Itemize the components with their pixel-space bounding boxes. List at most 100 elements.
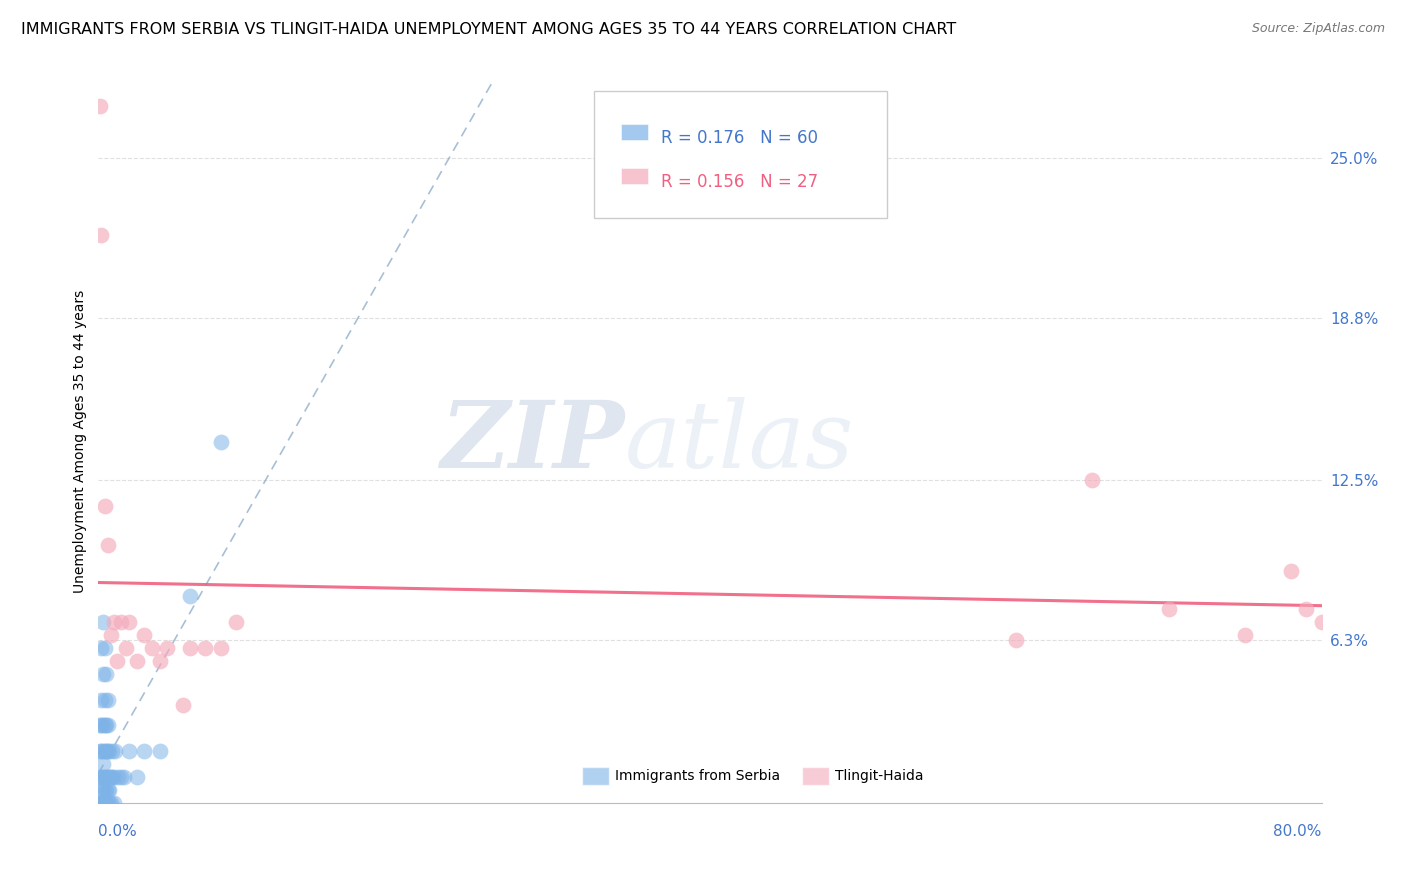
Point — [97, 783, 120, 797]
Point — [112, 770, 135, 784]
Point — [1004, 633, 1026, 648]
Point — [1310, 615, 1333, 630]
Point — [91, 615, 114, 630]
Point — [91, 744, 114, 758]
Point — [93, 783, 115, 797]
Point — [90, 796, 112, 810]
Point — [97, 692, 120, 706]
Point — [118, 615, 141, 630]
Point — [94, 744, 117, 758]
Point — [89, 718, 111, 732]
Point — [98, 796, 121, 810]
FancyBboxPatch shape — [593, 91, 887, 218]
Point — [209, 640, 232, 655]
Point — [110, 770, 132, 784]
Point — [172, 698, 194, 712]
Point — [98, 770, 121, 784]
Point — [125, 770, 148, 784]
Point — [90, 640, 112, 655]
Text: Immigrants from Serbia: Immigrants from Serbia — [614, 769, 780, 783]
Y-axis label: Unemployment Among Ages 35 to 44 years: Unemployment Among Ages 35 to 44 years — [73, 290, 87, 593]
Point — [110, 615, 132, 630]
Point — [94, 666, 117, 681]
Point — [89, 744, 111, 758]
Point — [89, 796, 111, 810]
Point — [156, 640, 179, 655]
Point — [93, 796, 115, 810]
Point — [101, 770, 124, 784]
Point — [89, 796, 111, 810]
Point — [91, 783, 114, 797]
Point — [97, 796, 120, 810]
Point — [194, 640, 217, 655]
Point — [1295, 602, 1317, 616]
Point — [101, 744, 124, 758]
Point — [93, 770, 115, 784]
Point — [98, 744, 121, 758]
Point — [91, 796, 114, 810]
FancyBboxPatch shape — [620, 168, 648, 184]
Point — [141, 640, 163, 655]
Point — [94, 718, 117, 732]
Point — [93, 499, 115, 513]
FancyBboxPatch shape — [620, 124, 648, 140]
Point — [118, 744, 141, 758]
Point — [94, 770, 117, 784]
Point — [134, 744, 156, 758]
Text: R = 0.176   N = 60: R = 0.176 N = 60 — [661, 129, 818, 147]
Point — [149, 744, 172, 758]
Point — [103, 770, 125, 784]
Text: 80.0%: 80.0% — [1274, 824, 1322, 839]
Point — [90, 692, 112, 706]
Point — [97, 718, 120, 732]
Point — [91, 770, 114, 784]
Point — [104, 744, 127, 758]
Text: atlas: atlas — [624, 397, 853, 486]
Point — [91, 757, 114, 772]
Point — [179, 590, 201, 604]
Point — [90, 783, 112, 797]
Point — [1081, 473, 1104, 487]
Text: 0.0%: 0.0% — [98, 824, 138, 839]
Point — [209, 434, 232, 449]
Point — [179, 640, 201, 655]
Point — [93, 692, 115, 706]
Point — [93, 640, 115, 655]
Point — [90, 770, 112, 784]
Point — [103, 615, 125, 630]
Point — [97, 770, 120, 784]
Point — [1234, 628, 1257, 642]
Point — [149, 654, 172, 668]
Text: R = 0.156   N = 27: R = 0.156 N = 27 — [661, 173, 818, 191]
Point — [1157, 602, 1180, 616]
Point — [100, 628, 122, 642]
Point — [93, 744, 115, 758]
Point — [90, 228, 112, 243]
Text: ZIP: ZIP — [440, 397, 624, 486]
Point — [225, 615, 247, 630]
Point — [91, 718, 114, 732]
Point — [91, 666, 114, 681]
Point — [93, 718, 115, 732]
Point — [115, 640, 138, 655]
Point — [94, 796, 117, 810]
Point — [105, 654, 128, 668]
Point — [97, 538, 120, 552]
Point — [98, 783, 121, 797]
Point — [90, 718, 112, 732]
Point — [100, 796, 122, 810]
Point — [100, 770, 122, 784]
Text: Tlingit-Haida: Tlingit-Haida — [835, 769, 924, 783]
FancyBboxPatch shape — [582, 767, 609, 785]
Text: IMMIGRANTS FROM SERBIA VS TLINGIT-HAIDA UNEMPLOYMENT AMONG AGES 35 TO 44 YEARS C: IMMIGRANTS FROM SERBIA VS TLINGIT-HAIDA … — [21, 22, 956, 37]
Point — [1279, 564, 1302, 578]
Point — [134, 628, 156, 642]
FancyBboxPatch shape — [801, 767, 828, 785]
Point — [125, 654, 148, 668]
Point — [90, 796, 112, 810]
Point — [97, 744, 120, 758]
Point — [103, 796, 125, 810]
Text: Source: ZipAtlas.com: Source: ZipAtlas.com — [1251, 22, 1385, 36]
Point — [107, 770, 129, 784]
Point — [89, 99, 111, 113]
